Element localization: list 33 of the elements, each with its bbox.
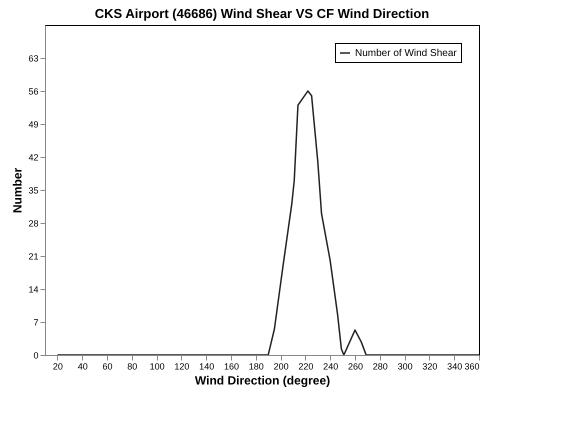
x-axis-title: Wind Direction (degree) xyxy=(194,374,330,388)
y-tick-label: 0 xyxy=(33,350,38,360)
x-tick-label: 180 xyxy=(248,362,264,372)
x-tick-label: 300 xyxy=(398,362,413,372)
x-tick-label: 40 xyxy=(78,362,88,372)
chart-title: CKS Airport (46686) Wind Shear VS CF Wind Direction xyxy=(94,6,430,21)
x-tick-label: 340 xyxy=(447,362,462,372)
y-tick-label: 42 xyxy=(28,152,38,162)
y-tick-label: 28 xyxy=(28,218,38,228)
x-tick-label: 100 xyxy=(150,362,165,372)
x-tick-label: 260 xyxy=(348,362,364,372)
y-axis-title: Number xyxy=(10,168,24,214)
x-tick-label: 160 xyxy=(224,362,240,372)
x-tick-label: 120 xyxy=(174,362,190,372)
line-series xyxy=(56,90,479,355)
x-tick-label: 320 xyxy=(422,362,438,372)
y-tick-label: 35 xyxy=(28,186,38,196)
x-tick-label: 220 xyxy=(298,362,314,372)
x-tick-label: 80 xyxy=(127,362,138,372)
y-tick-label: 63 xyxy=(28,54,38,64)
legend-label: Number of Wind Shear xyxy=(355,48,458,59)
x-tick-label: 280 xyxy=(372,362,388,372)
y-tick-label: 21 xyxy=(28,252,38,262)
x-tick-label: 60 xyxy=(102,362,113,372)
y-tick-label: 7 xyxy=(33,318,38,328)
x-tick-label: 140 xyxy=(199,362,214,372)
x-tick-label: 200 xyxy=(274,362,289,372)
y-tick-label: 14 xyxy=(28,284,38,294)
x-tick-label: 360 xyxy=(464,362,480,372)
y-tick-label: 49 xyxy=(28,120,38,130)
x-tick-label: 240 xyxy=(323,362,338,372)
y-tick-label: 56 xyxy=(28,86,38,96)
x-tick-label: 20 xyxy=(52,362,63,372)
